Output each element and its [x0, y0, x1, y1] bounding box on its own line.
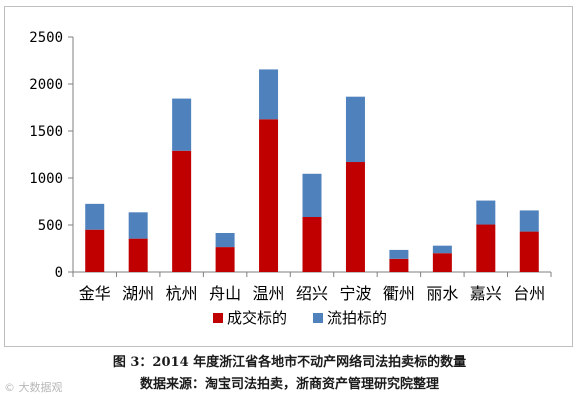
y-tick-label: 1500 — [29, 124, 63, 140]
x-category-label: 舟山 — [209, 284, 241, 303]
bar-unsold-7 — [345, 96, 365, 163]
x-category-label: 杭州 — [166, 284, 198, 303]
watermark: © 大数据观 — [4, 381, 63, 394]
x-category-label: 金华 — [79, 284, 111, 303]
x-category-label: 嘉兴 — [470, 284, 502, 303]
legend-swatch-1 — [213, 313, 223, 323]
y-tick-label: 2500 — [29, 30, 63, 46]
bar-unsold-3 — [172, 98, 192, 151]
y-tick-label: 1000 — [29, 171, 63, 187]
y-tick-label: 500 — [38, 218, 63, 234]
bar-unsold-8 — [389, 249, 409, 259]
bar-unsold-9 — [432, 245, 452, 254]
bar-unsold-5 — [259, 69, 279, 120]
y-tick-label: 2000 — [29, 77, 63, 93]
x-category-label: 宁波 — [339, 284, 371, 303]
bar-unsold-2 — [128, 212, 148, 239]
x-category-label: 绍兴 — [296, 284, 328, 303]
bar-chart: 0 500 1000 1500 2000 2500 金华 湖州 杭州 舟山 温州 绍兴 宁波 衢州 丽水 嘉兴… — [29, 30, 552, 327]
bar-deal-3 — [172, 150, 192, 272]
bar-unsold-1 — [85, 203, 105, 230]
bar-deal-5 — [259, 119, 279, 272]
bar-deal-10 — [476, 224, 496, 272]
chart-frame: 0 500 1000 1500 2000 2500 金华 湖州 杭州 舟山 温州 绍兴 宁波 衢州 丽水 嘉兴… — [4, 6, 573, 347]
x-category-label: 衢州 — [383, 284, 415, 303]
x-category-label: 湖州 — [122, 284, 154, 303]
legend-swatch-2 — [313, 313, 323, 323]
figure-caption: 图 3：2014 年度浙江省各地市不动产网络司法拍卖标的数量 数据来源：淘宝司法… — [0, 352, 579, 396]
y-tick-label: 0 — [55, 265, 63, 281]
bar-deal-2 — [128, 238, 148, 272]
bar-unsold-4 — [215, 232, 235, 248]
bar-deal-6 — [302, 217, 322, 272]
x-category-label: 台州 — [513, 284, 545, 303]
x-category-label: 丽水 — [426, 284, 458, 303]
caption-source: 数据来源：淘宝司法拍卖，浙商资产管理研究院整理 — [139, 377, 439, 392]
bar-unsold-11 — [519, 210, 539, 232]
bar-deal-7 — [345, 162, 365, 272]
legend-label-2: 流拍标的 — [327, 309, 387, 327]
bar-unsold-10 — [476, 200, 496, 225]
legend-label-1: 成交标的 — [227, 309, 287, 327]
bar-deal-9 — [432, 253, 452, 272]
bar-deal-1 — [85, 229, 105, 272]
bar-deal-8 — [389, 258, 409, 272]
x-category-label: 温州 — [253, 284, 285, 303]
caption-title: 图 3：2014 年度浙江省各地市不动产网络司法拍卖标的数量 — [112, 355, 467, 370]
bar-unsold-6 — [302, 173, 322, 218]
bar-deal-11 — [519, 231, 539, 272]
bar-deal-4 — [215, 247, 235, 272]
